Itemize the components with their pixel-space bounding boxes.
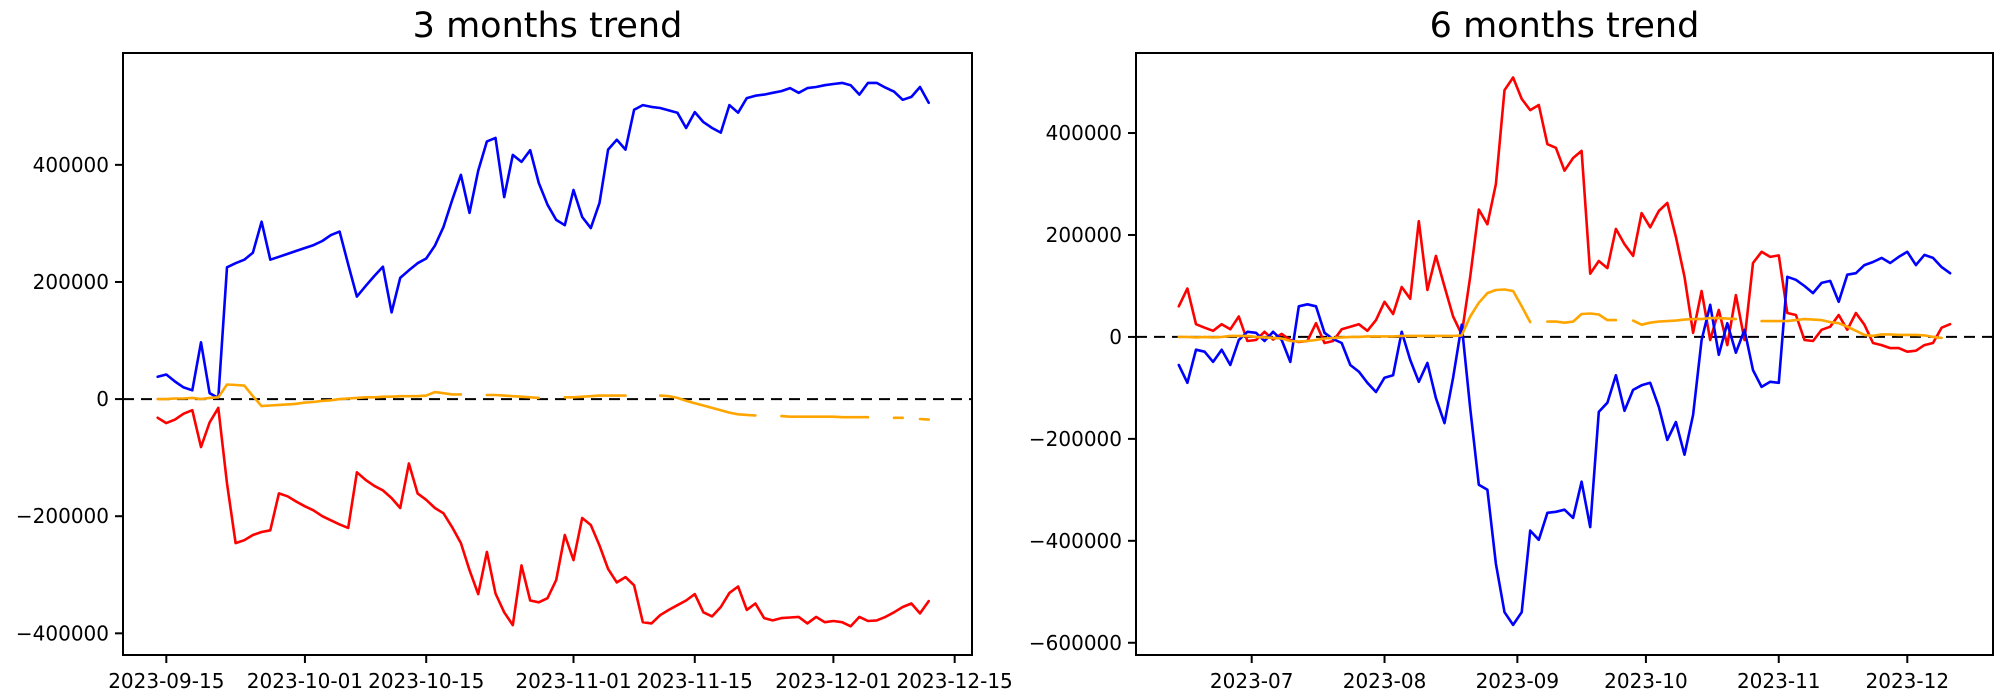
x-tick-label: 2023-12-15 xyxy=(897,669,1013,693)
blue-series-line xyxy=(1177,250,1952,627)
x-tick-label: 2023-07 xyxy=(1210,669,1294,693)
red-series-line xyxy=(156,406,931,628)
x-tick-label: 2023-08 xyxy=(1343,669,1427,693)
orange-series-line xyxy=(780,414,870,419)
y-tick-label: −200000 xyxy=(16,504,109,528)
y-tick-label: 400000 xyxy=(33,153,109,177)
y-tick-label: −400000 xyxy=(1029,529,1122,553)
orange-series-line xyxy=(1177,288,1532,343)
left-chart-title: 3 months trend xyxy=(412,6,683,46)
x-tick-label: 2023-11-15 xyxy=(637,669,753,693)
blue-series-line xyxy=(156,81,931,400)
x-tick-label: 2023-10-15 xyxy=(368,669,484,693)
orange-series-line xyxy=(156,383,463,408)
y-tick-label: −400000 xyxy=(16,621,109,645)
left-chart-canvas: 2023-09-15 2023-10-01 2023-10-15 2023-11-01… xyxy=(16,52,1013,693)
orange-series-line xyxy=(658,394,757,417)
y-tick-label: 200000 xyxy=(33,270,109,294)
y-tick-label: −200000 xyxy=(1029,427,1122,451)
plot-border xyxy=(122,52,973,656)
orange-series-line xyxy=(1760,317,1943,340)
y-tick-label: 0 xyxy=(96,387,109,411)
orange-series-line xyxy=(918,417,931,421)
red-series-line xyxy=(1177,76,1952,354)
x-tick-label: 2023-12-01 xyxy=(775,669,891,693)
x-tick-label: 2023-11-01 xyxy=(515,669,631,693)
orange-series-line xyxy=(1546,312,1618,325)
x-tick-label: 2023-10-01 xyxy=(247,669,363,693)
right-chart-title: 6 months trend xyxy=(1429,6,1700,46)
y-tick-label: 200000 xyxy=(1046,223,1122,247)
y-tick-label: −600000 xyxy=(1029,631,1122,655)
x-tick-label: 2023-09 xyxy=(1476,669,1560,693)
x-tick-label: 2023-11 xyxy=(1737,669,1821,693)
x-tick-label: 2023-09-15 xyxy=(108,669,224,693)
orange-series-line xyxy=(1631,316,1738,327)
orange-series-line xyxy=(563,394,627,399)
y-tick-label: 400000 xyxy=(1046,121,1122,145)
orange-series-line xyxy=(485,393,541,400)
y-tick-label: 0 xyxy=(1109,325,1122,349)
right-chart-canvas: 2023-07 2023-08 2023-09 2023-10 2023-11 2023-… xyxy=(1029,52,1994,693)
x-tick-label: 2023-12 xyxy=(1866,669,1950,693)
x-tick-label: 2023-10 xyxy=(1604,669,1688,693)
plot-border xyxy=(1135,52,1994,656)
